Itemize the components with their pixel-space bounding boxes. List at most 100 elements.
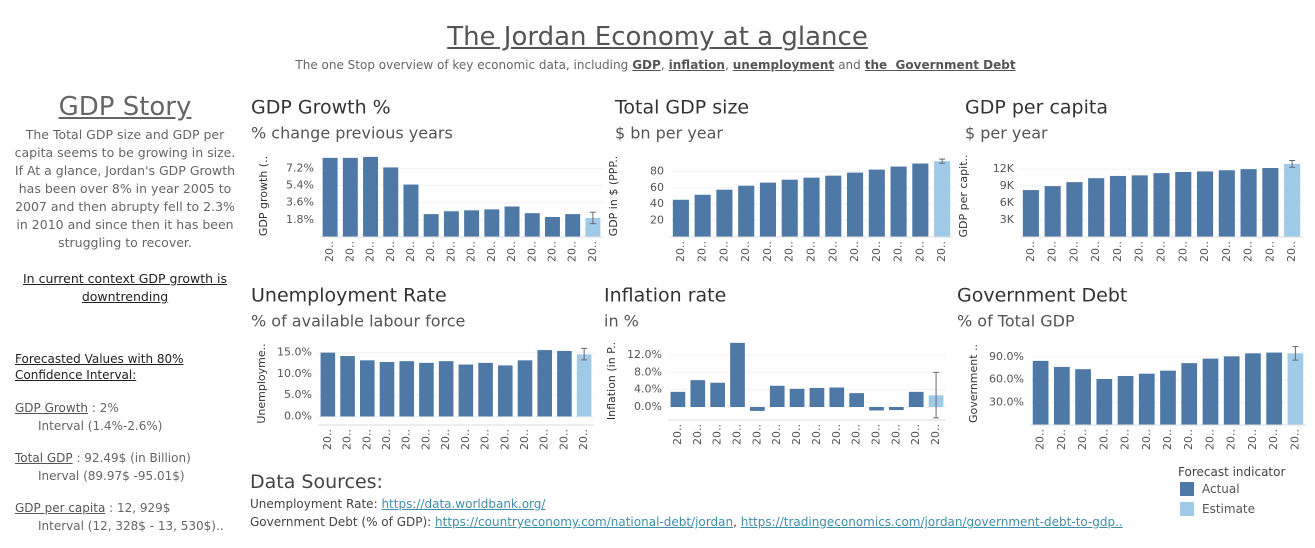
bar [769, 385, 785, 407]
bar [1223, 356, 1240, 425]
x-tick-label: 20.. [1220, 241, 1233, 262]
forecast-item: GDP per capita : 12, 929$ Interval (12, 3… [15, 499, 224, 535]
x-tick-label: 20.. [566, 241, 579, 262]
x-tick-label: 20.. [1161, 429, 1174, 450]
chart-title: Inflation rate [604, 285, 726, 307]
x-tick-label: 20.. [380, 429, 393, 450]
bar [869, 407, 884, 411]
x-tick-label: 20.. [439, 429, 452, 450]
y-tick-label: 3K [1000, 213, 1015, 226]
source-label: Government Debt (% of GDP): [250, 515, 432, 529]
bar [1088, 178, 1105, 237]
bar [889, 407, 904, 411]
bar [750, 407, 765, 411]
x-tick-label: 20.. [1076, 429, 1089, 450]
x-tick-label: 20.. [1034, 429, 1047, 450]
chart-subtitle: % of Total GDP [957, 312, 1075, 331]
source-link[interactable]: https://countryeconomy.com/national-debt… [435, 515, 734, 529]
y-tick-label: 10.0% [277, 367, 312, 380]
bar [1053, 366, 1070, 425]
bar [716, 189, 733, 237]
bar [1202, 358, 1219, 425]
legend-label: Actual [1202, 482, 1240, 496]
x-tick-label: 20.. [465, 241, 478, 262]
bar [524, 213, 540, 237]
bar [537, 350, 553, 417]
bar [1175, 171, 1192, 237]
y-axis-label: Inflation (in P.. [605, 342, 618, 420]
forecast-value: : 2% [91, 401, 119, 415]
y-tick-label: 1.8% [286, 213, 314, 226]
bar [710, 382, 725, 407]
page-title: The Jordan Economy at a glance [447, 22, 868, 52]
x-tick-label: 20.. [505, 241, 518, 262]
x-tick-label: 20.. [696, 241, 709, 262]
subtitle-link[interactable]: inflation [668, 58, 725, 72]
x-tick-label: 20.. [1176, 241, 1189, 262]
x-tick-label: 20.. [717, 241, 730, 262]
bar [576, 354, 592, 417]
x-tick-label: 20.. [731, 424, 744, 445]
bar [829, 387, 845, 407]
y-tick-label: 40 [650, 197, 664, 210]
chart-subtitle: in % [604, 312, 639, 331]
x-tick-label: 20.. [341, 429, 354, 450]
forecast-item: Total GDP : 92.49$ (in Billion) Inerval (… [15, 449, 191, 485]
bar [1117, 375, 1134, 425]
bar [419, 362, 434, 417]
x-tick-label: 20.. [538, 429, 551, 450]
sources-title: Data Sources: [250, 471, 383, 493]
x-tick-label: 20.. [1097, 429, 1110, 450]
y-tick-label: 5.4% [286, 179, 314, 192]
legend-title: Forecast indicator [1178, 465, 1286, 479]
bar [1245, 353, 1261, 425]
forecast-interval: Inerval (89.97$ -95.01$) [38, 469, 185, 483]
chart-title: Unemployment Rate [251, 285, 447, 307]
bar [1022, 190, 1039, 237]
bar [1262, 168, 1279, 237]
bar [517, 360, 533, 417]
bar [1284, 163, 1301, 237]
bar [443, 211, 459, 237]
source-link[interactable]: https://data.worldbank.org/ [381, 497, 546, 511]
forecast-item: GDP Growth : 2% Interval (1.4%-2.6%) [15, 399, 162, 435]
bar [789, 388, 805, 407]
x-tick-label: 20.. [424, 241, 437, 262]
subtitle-link[interactable]: the Government Debt [864, 58, 1016, 72]
x-tick-label: 20.. [1225, 429, 1238, 450]
y-tick-label: 90.0% [989, 350, 1024, 363]
bar [544, 216, 560, 237]
forecast-interval: Interval (1.4%-2.6%) [38, 419, 163, 433]
bar [738, 185, 755, 237]
bar [1138, 373, 1155, 425]
bar [340, 356, 355, 417]
x-tick-label: 20.. [761, 241, 774, 262]
y-tick-label: 4.0% [634, 383, 662, 396]
x-tick-label: 20.. [404, 241, 417, 262]
bar [890, 166, 907, 237]
x-tick-label: 20.. [323, 241, 336, 262]
x-tick-label: 20.. [1203, 429, 1216, 450]
subtitle-link[interactable]: GDP [632, 58, 661, 72]
bar [1266, 352, 1283, 425]
x-tick-label: 20.. [770, 424, 783, 445]
bar [1196, 171, 1214, 237]
bar [423, 214, 439, 237]
source-link[interactable]: https://tradingeconomics.com/jordan/gove… [740, 515, 1123, 529]
bar [504, 206, 520, 237]
x-tick-label: 20.. [577, 429, 590, 450]
x-tick-label: 20.. [1246, 429, 1259, 450]
legend-swatch [1180, 502, 1194, 516]
x-tick-label: 20.. [739, 241, 752, 262]
y-axis-label: GDP per capit.. [957, 154, 970, 237]
y-tick-label: 0.0% [284, 409, 312, 422]
x-tick-label: 20.. [909, 424, 922, 445]
forecast-title: Forecasted Values with 80% Confidence In… [15, 352, 184, 382]
bar [1181, 363, 1198, 425]
x-tick-label: 20.. [805, 241, 818, 262]
bar [809, 387, 825, 407]
y-tick-label: 60.0% [989, 373, 1024, 386]
legend-item: Actual [1180, 482, 1240, 496]
subtitle-link[interactable]: unemployment [732, 58, 835, 72]
